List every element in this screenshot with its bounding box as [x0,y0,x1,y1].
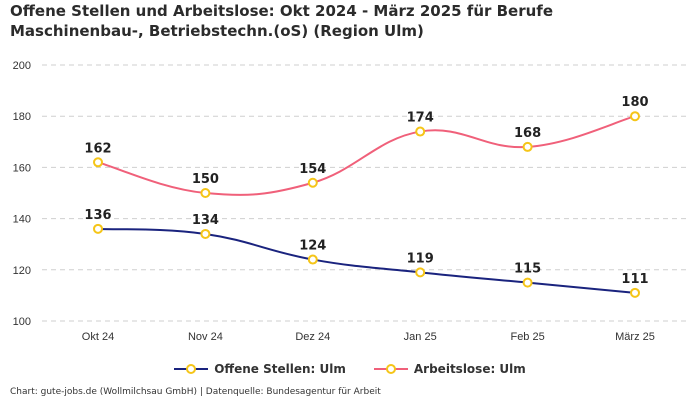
footer-credit: Chart: gute-jobs.de (Wollmilchsau GmbH) … [10,387,381,397]
data-label: 174 [407,111,434,126]
x-tick-label: Nov 24 [188,331,223,343]
data-label: 134 [192,213,219,228]
x-tick-label: Dez 24 [295,331,330,343]
x-tick-label: Jan 25 [404,331,437,343]
data-point [307,254,318,265]
data-point [630,111,640,122]
y-tick-label: 140 [13,214,31,226]
data-label: 124 [299,239,326,254]
data-point [200,228,211,239]
y-tick-label: 120 [13,265,31,277]
data-label: 162 [84,141,111,156]
data-label: 136 [84,208,111,223]
data-label: 150 [192,172,219,187]
data-label: 119 [407,251,434,266]
series-line-0 [97,227,636,294]
data-point [200,188,211,198]
data-point [522,141,533,152]
data-point [93,223,103,234]
data-label: 168 [514,126,541,141]
legend-item-arbeitslose[interactable]: Arbeitslose: Ulm [373,362,526,376]
data-point [93,157,103,168]
data-point [307,177,318,188]
y-tick-label: 100 [13,316,31,328]
legend-swatch-arbeitslose-icon [373,364,408,374]
data-label: 115 [514,262,541,277]
legend-label-offene-stellen: Offene Stellen: Ulm [214,362,346,376]
legend-label-arbeitslose: Arbeitslose: Ulm [413,362,526,376]
y-tick-label: 200 [13,60,31,72]
legend-swatch-offene-stellen-icon [174,364,209,374]
x-tick-label: Okt 24 [82,331,114,343]
data-point [522,277,533,288]
data-label: 180 [621,95,648,110]
data-point [415,126,426,137]
y-tick-label: 160 [13,162,31,174]
data-label: 154 [299,162,326,177]
data-label: 111 [621,272,648,287]
x-tick-label: Feb 25 [510,331,544,343]
data-point [415,267,426,278]
data-point [630,287,640,298]
legend: Offene Stellen: Ulm Arbeitslose: Ulm [0,362,700,376]
legend-item-offene-stellen[interactable]: Offene Stellen: Ulm [174,362,346,376]
x-tick-label: März 25 [615,331,655,343]
series-line-1 [97,115,636,196]
y-tick-label: 180 [13,111,31,123]
chart-title: Offene Stellen und Arbeitslose: Okt 2024… [10,2,554,40]
